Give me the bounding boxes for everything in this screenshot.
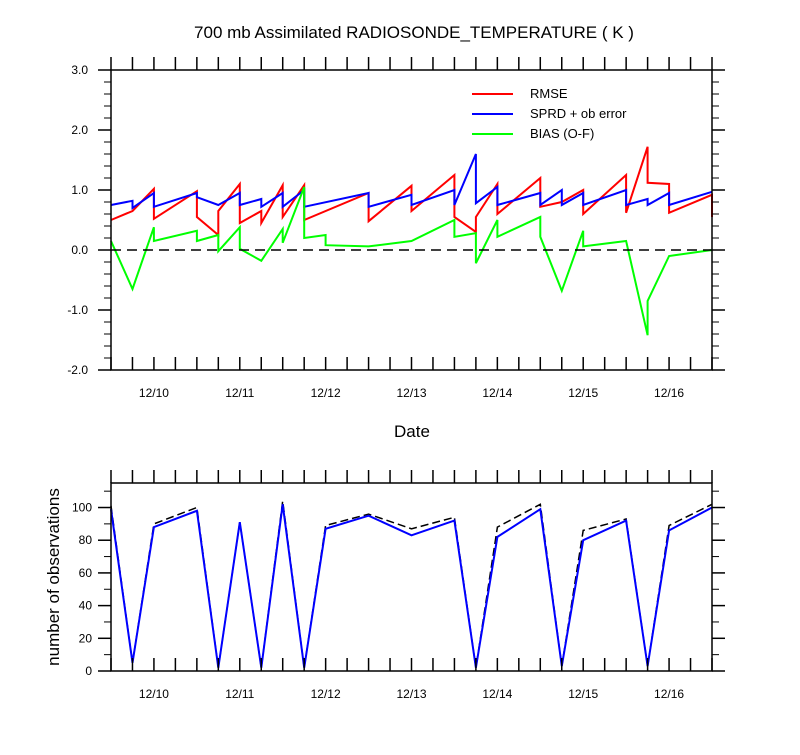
y-axis-label-observations: number of observations [44, 488, 63, 666]
top-plot: 12/10 12/11 12/12 12/13 12/14 12/15 12/16 -2.0 -… [67, 57, 725, 400]
x-tick-label: 12/12 [311, 687, 341, 701]
y-tick-label: -2.0 [67, 363, 88, 377]
x-axis-label: Date [394, 422, 430, 441]
y-tick-label: 80 [79, 533, 93, 547]
x-tick-label: 12/14 [482, 386, 512, 400]
y-tick-label: -1.0 [67, 303, 88, 317]
y-tick-label: 3.0 [71, 63, 88, 77]
y-tick-label: 0 [85, 664, 92, 678]
y-tick-label: 2.0 [71, 123, 88, 137]
legend-label-rmse: RMSE [530, 86, 568, 101]
y-tick-label: 60 [79, 566, 93, 580]
series-line-1 [110, 500, 713, 668]
x-tick-label: 12/12 [311, 386, 341, 400]
chart-title: 700 mb Assimilated RADIOSONDE_TEMPERATUR… [194, 23, 634, 42]
legend-label-bias-o-f: BIAS (O-F) [530, 126, 594, 141]
x-tick-label: 12/14 [482, 687, 512, 701]
series-line-bias-o-f [110, 186, 713, 336]
plot-frame [110, 482, 713, 672]
x-tick-label: 12/13 [396, 386, 426, 400]
x-tick-label: 12/15 [568, 386, 598, 400]
y-tick-label: 0.0 [71, 243, 88, 257]
x-tick-label: 12/10 [139, 386, 169, 400]
y-tick-label: 1.0 [71, 183, 88, 197]
x-tick-label: 12/11 [225, 386, 254, 400]
x-tick-label: 12/15 [568, 687, 598, 701]
y-tick-label: 20 [79, 631, 93, 645]
legend-label-sprd-ob-error: SPRD + ob error [530, 106, 627, 121]
y-tick-label: 40 [79, 599, 93, 613]
x-tick-label: 12/10 [139, 687, 169, 701]
bottom-plot: 12/10 12/11 12/12 12/13 12/14 12/15 12/16 0 20 40… [72, 470, 725, 701]
x-tick-label: 12/16 [654, 386, 684, 400]
y-tick-label: 100 [72, 501, 92, 515]
series-line-sprd-ob-error [110, 153, 713, 210]
x-tick-label: 12/11 [225, 687, 254, 701]
x-tick-label: 12/13 [396, 687, 426, 701]
series-line-2 [110, 504, 713, 668]
x-tick-label: 12/16 [654, 687, 684, 701]
